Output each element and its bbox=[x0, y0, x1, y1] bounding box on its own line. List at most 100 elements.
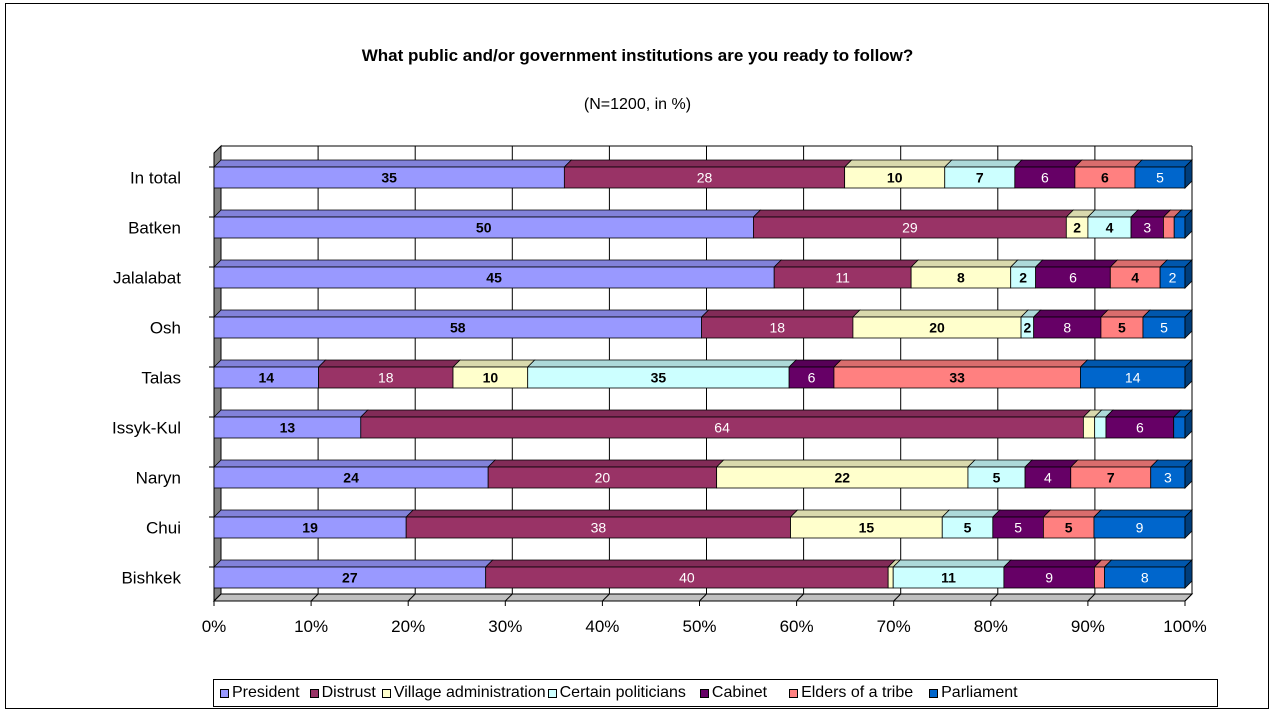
legend-item: Village administration bbox=[381, 684, 546, 702]
category-label: Talas bbox=[141, 369, 181, 388]
data-label: 45 bbox=[486, 270, 502, 286]
bar-top bbox=[843, 159, 953, 168]
data-label: 20 bbox=[595, 470, 611, 486]
bar-segment-distrust: 11 bbox=[773, 259, 920, 289]
bar-segment-certain-politicians: 5 bbox=[966, 459, 1034, 489]
bar-segment-elders-of-a-tribe: 6 bbox=[1073, 159, 1143, 189]
data-label: 50 bbox=[476, 220, 492, 236]
bar-segment-cabinet: 8 bbox=[1032, 309, 1109, 339]
data-label: 29 bbox=[902, 220, 918, 236]
data-label: 6 bbox=[1069, 270, 1077, 286]
bar-top bbox=[484, 559, 897, 568]
bar-top bbox=[213, 259, 783, 268]
x-tick-label: 0% bbox=[202, 617, 227, 636]
bar-top bbox=[213, 159, 573, 168]
bar-top bbox=[405, 509, 799, 518]
bar-front bbox=[1173, 216, 1186, 239]
legend-swatch bbox=[929, 688, 939, 698]
bar-segment-village-administration: 22 bbox=[715, 459, 976, 489]
bar-segment-village-administration: 10 bbox=[843, 159, 953, 189]
x-tick-label: 40% bbox=[585, 617, 619, 636]
data-label: 6 bbox=[1136, 420, 1144, 436]
category-label: Jalalabat bbox=[113, 269, 181, 288]
x-tick-label: 30% bbox=[488, 617, 522, 636]
bar-top bbox=[991, 509, 1052, 518]
bar-segment-distrust: 29 bbox=[752, 209, 1075, 239]
bar-top bbox=[1103, 559, 1193, 568]
bar-top bbox=[213, 559, 494, 568]
bar-top bbox=[1104, 409, 1182, 418]
bar-segment-cabinet: 9 bbox=[1002, 559, 1103, 589]
bar-top bbox=[789, 509, 951, 518]
legend-swatch bbox=[309, 688, 319, 698]
chart-subtitle: (N=1200, in %) bbox=[583, 96, 692, 113]
legend-item: President bbox=[220, 684, 300, 702]
bar-segment-village-administration: 8 bbox=[910, 259, 1019, 289]
bar-segment-distrust: 64 bbox=[359, 409, 1092, 439]
data-label: 5 bbox=[964, 520, 972, 536]
data-label: 40 bbox=[679, 570, 695, 586]
bar-segment-elders-of-a-tribe: 5 bbox=[1042, 509, 1102, 539]
bar-top bbox=[213, 459, 497, 468]
bar-segment-distrust: 38 bbox=[405, 509, 799, 539]
data-label: 18 bbox=[769, 320, 785, 336]
category-label: Osh bbox=[150, 319, 181, 338]
bar-top bbox=[213, 409, 369, 418]
bar-side bbox=[1184, 509, 1193, 539]
data-label: 8 bbox=[1141, 570, 1149, 586]
bar-segment-village-administration: 10 bbox=[452, 359, 536, 389]
bar-segment-certain-politicians: 7 bbox=[943, 159, 1023, 189]
bar-side bbox=[1184, 459, 1193, 489]
bar-top bbox=[563, 159, 853, 168]
bar-segment-parliament bbox=[1173, 209, 1193, 239]
x-tick-label: 10% bbox=[294, 617, 328, 636]
bar-top bbox=[213, 509, 415, 518]
bar-segment-certain-politicians: 11 bbox=[892, 559, 1012, 589]
bar-top bbox=[773, 259, 920, 268]
category-label: Chui bbox=[146, 519, 181, 538]
data-label: 9 bbox=[1045, 570, 1053, 586]
bar-segment-certain-politicians: 4 bbox=[1086, 209, 1140, 239]
bar-segment-parliament: 5 bbox=[1141, 309, 1193, 339]
data-label: 38 bbox=[591, 520, 607, 536]
bar-segment-elders-of-a-tribe: 33 bbox=[832, 359, 1089, 389]
data-label: 7 bbox=[976, 170, 984, 186]
bar-segment-parliament: 2 bbox=[1159, 259, 1193, 289]
floor-line bbox=[893, 593, 902, 602]
bar-top bbox=[452, 359, 536, 368]
bar-top bbox=[1032, 309, 1109, 318]
data-label: 22 bbox=[835, 470, 851, 486]
bar-segment-cabinet: 5 bbox=[991, 509, 1052, 539]
floor-line bbox=[1184, 593, 1193, 602]
data-label: 24 bbox=[343, 470, 359, 486]
legend-label: Elders of a tribe bbox=[801, 684, 914, 701]
axes-layer: 0% 10% 20% 30% 40% 50% 60% 70% 80% 90% 100% In tota… bbox=[112, 166, 1207, 636]
data-label: 15 bbox=[859, 520, 875, 536]
bar-top bbox=[832, 359, 1089, 368]
floor-line bbox=[504, 593, 513, 602]
data-label: 2 bbox=[1073, 220, 1081, 236]
bar-side bbox=[1184, 259, 1193, 289]
bar-segment-certain-politicians: 5 bbox=[941, 509, 1001, 539]
x-tick-label: 70% bbox=[877, 617, 911, 636]
legend-item: Certain politicians bbox=[547, 684, 686, 702]
bar-segment-elders-of-a-tribe: 7 bbox=[1069, 459, 1159, 489]
data-label: 5 bbox=[1065, 520, 1073, 536]
data-label: 28 bbox=[697, 170, 713, 186]
data-label: 8 bbox=[957, 270, 965, 286]
bar-top bbox=[788, 359, 842, 368]
legend-item: Distrust bbox=[309, 684, 376, 702]
x-tick-label: 80% bbox=[974, 617, 1008, 636]
bar-segment-president: 35 bbox=[213, 159, 573, 189]
bar-segment-president: 45 bbox=[213, 259, 783, 289]
x-tick-label: 90% bbox=[1071, 617, 1105, 636]
legend-label: Certain politicians bbox=[559, 684, 686, 701]
bar-segment-distrust: 18 bbox=[317, 359, 461, 389]
bar-top bbox=[1024, 459, 1079, 468]
bar-top bbox=[1133, 159, 1193, 168]
bar-segment-distrust: 20 bbox=[487, 459, 725, 489]
bar-segment-parliament: 5 bbox=[1133, 159, 1193, 189]
data-label: 3 bbox=[1143, 220, 1151, 236]
category-label: Batken bbox=[128, 219, 181, 238]
